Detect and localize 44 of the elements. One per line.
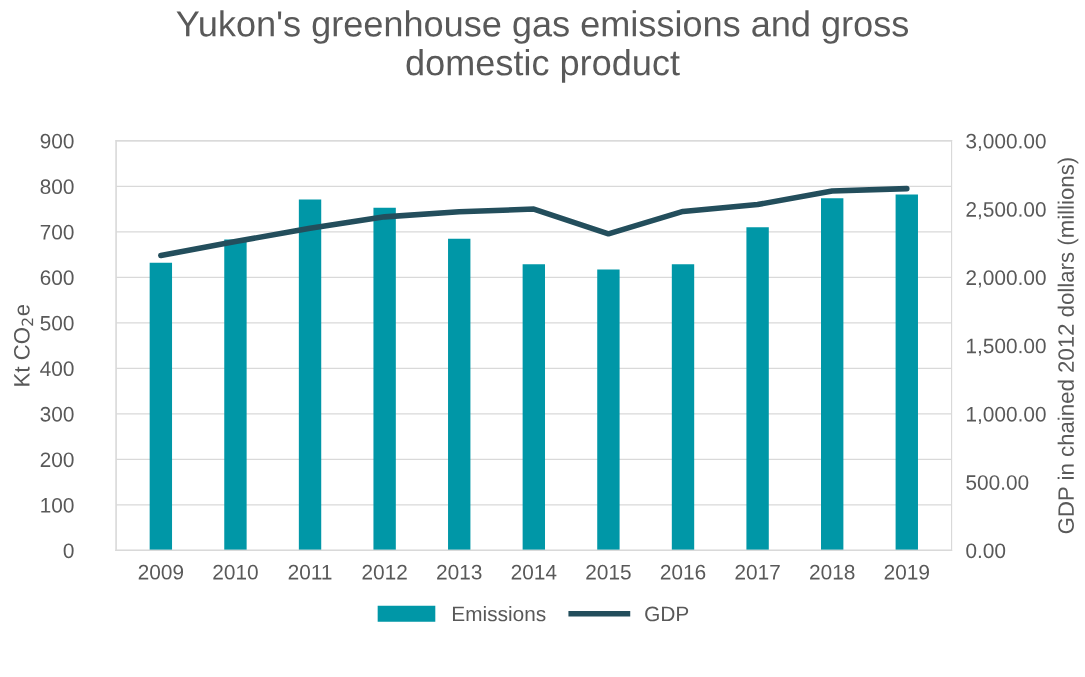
y2-tick-label: 2,500.00 [966, 202, 1046, 220]
bar [298, 199, 322, 551]
y-tick-label: 400 [40, 361, 74, 377]
y-tick-label: 600 [40, 270, 74, 286]
x-tick-label: 2012 [362, 564, 407, 580]
x-tick-label: 2010 [213, 564, 258, 580]
bar [373, 207, 396, 551]
bar [746, 227, 769, 551]
y2-tick-label: 0.00 [966, 543, 1006, 559]
bar [448, 238, 471, 551]
x-tick-label: 2009 [138, 564, 184, 580]
bar [522, 264, 546, 551]
y-tick-label: 100 [41, 497, 74, 513]
bar [224, 239, 247, 551]
y-axis-title: Kt CO$_{2}$e [13, 304, 34, 386]
x-tick-label: 2018 [810, 564, 855, 580]
x-tick-label: 2016 [660, 564, 706, 580]
x-tick-label: 2013 [437, 564, 482, 580]
x-tick-label: 2015 [586, 564, 631, 580]
y-tick-label: 700 [40, 224, 74, 240]
bar [671, 264, 695, 551]
chart-title: Yukon's greenhouse gas emissions and gross domestic product [176, 10, 909, 83]
y-tick-label: 900 [40, 133, 74, 149]
x-tick-label: 2017 [735, 564, 780, 580]
y-tick-label: 800 [40, 179, 74, 195]
x-tick-label: 2014 [511, 564, 557, 580]
bar [821, 198, 844, 551]
y2-axis-title: GDP in chained 2012 dollars (millions) [1057, 158, 1079, 534]
y-tick-label: 500 [40, 315, 74, 331]
bar [597, 269, 620, 551]
y-tick-label: 200 [40, 452, 74, 468]
bar [895, 194, 918, 551]
y-tick-label: 0 [63, 543, 74, 559]
y2-tick-label: 3,000.00 [966, 133, 1046, 152]
legend-label: Emissions [452, 606, 546, 622]
x-tick-label: 2011 [288, 564, 332, 580]
y2-tick-label: 500.00 [966, 475, 1029, 490]
bar [149, 262, 173, 551]
y2-tick-label: 2,000.00 [966, 270, 1046, 288]
x-tick-label: 2019 [884, 564, 929, 580]
legend-label: GDP [645, 606, 689, 622]
y2-tick-label: 1,500.00 [967, 338, 1046, 356]
y2-tick-label: 1,000.00 [967, 406, 1046, 425]
y-tick-label: 300 [40, 406, 74, 422]
